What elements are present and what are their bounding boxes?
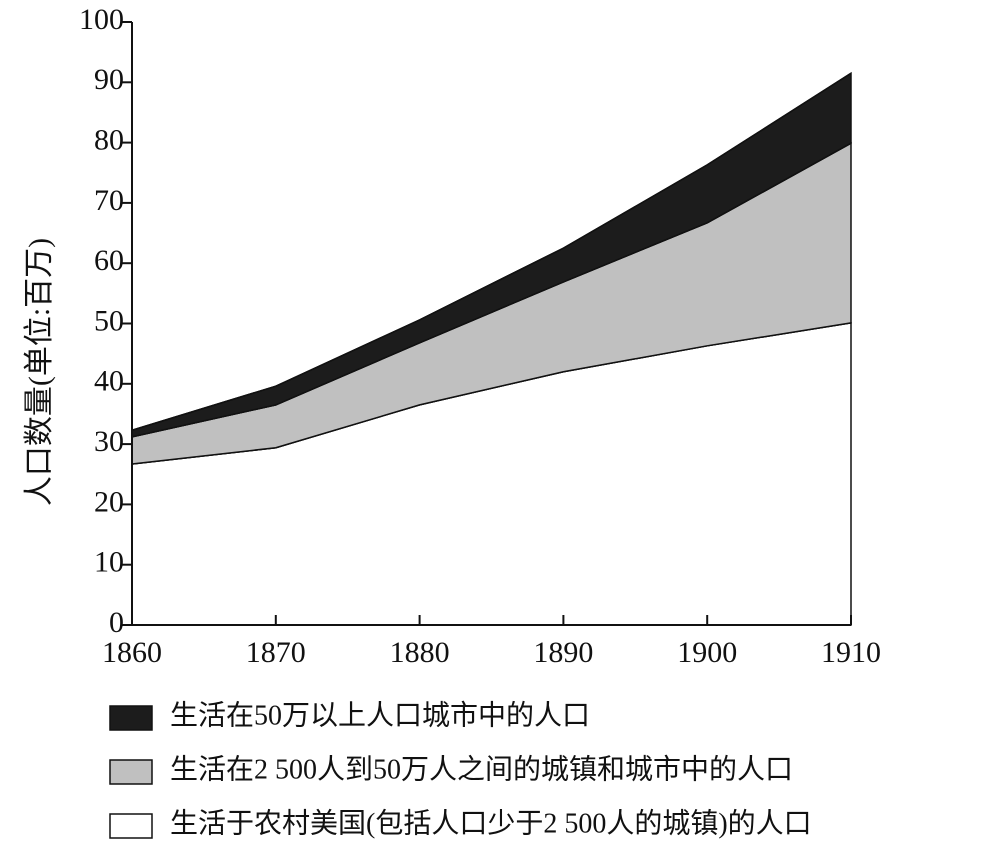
legend-label: 生活于农村美国(包括人口少于2 500人的城镇)的人口 (170, 807, 812, 839)
x-tick-label: 1910 (821, 636, 881, 669)
x-tick-label: 1870 (246, 636, 306, 669)
legend-label: 生活在2 500人到50万人之间的城镇和城市中的人口 (170, 753, 793, 785)
y-tick-label: 100 (79, 3, 124, 36)
area-edge (131, 72, 852, 431)
x-tick-label: 1860 (102, 636, 162, 669)
legend-swatch (109, 705, 153, 731)
x-tick-label: 1890 (533, 636, 593, 669)
y-tick-label: 60 (94, 244, 124, 277)
y-tick-label: 50 (94, 304, 124, 337)
legend-swatch (109, 759, 153, 785)
y-tick-label: 20 (94, 485, 124, 518)
y-tick-label: 40 (94, 365, 124, 398)
x-tick-label: 1880 (390, 636, 450, 669)
x-tick-label: 1900 (677, 636, 737, 669)
legend-label: 生活在50万以上人口城市中的人口 (170, 699, 590, 731)
y-tick-label: 90 (94, 63, 124, 96)
y-tick-label: 30 (94, 425, 124, 458)
y-axis-label: 人口数量(单位:百万) (23, 238, 56, 506)
y-tick-label: 80 (94, 123, 124, 156)
y-tick-label: 10 (94, 546, 124, 579)
y-tick-label: 70 (94, 184, 124, 217)
y-tick-label: 0 (109, 606, 124, 639)
legend-swatch (109, 813, 153, 839)
